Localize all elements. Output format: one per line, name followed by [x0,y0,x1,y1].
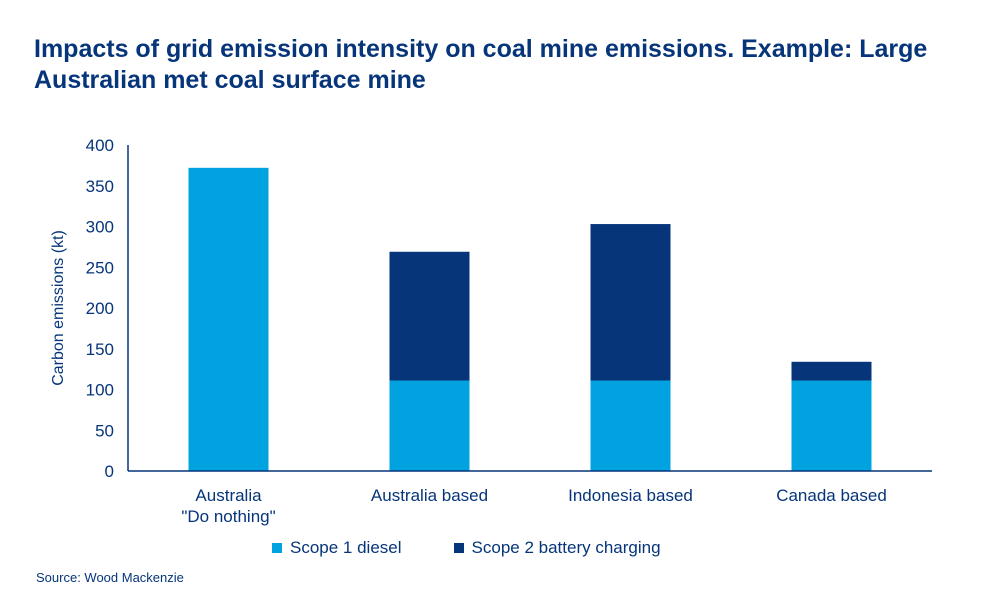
source-note: Source: Wood Mackenzie [36,570,184,585]
bar-segment-scope1 [188,167,269,471]
y-tick-label: 200 [86,299,114,318]
bar-segment-scope2 [791,361,872,381]
y-tick-label: 250 [86,258,114,277]
legend: Scope 1 diesel Scope 2 battery charging [272,538,661,558]
x-tick-label: Canada based [776,486,887,505]
bar-segment-scope2 [389,251,470,381]
chart-title: Impacts of grid emission intensity on co… [34,35,928,94]
y-tick-label: 400 [86,136,114,155]
x-tick-label: Indonesia based [568,486,693,505]
x-tick-label: Australia [195,486,262,505]
y-tick-label: 100 [86,381,114,400]
bar-segment-scope2 [590,224,671,381]
bar-segment-scope1 [791,380,872,471]
bar-segment-scope1 [389,380,470,471]
y-tick-label: 0 [105,462,114,481]
legend-swatch-scope1 [272,543,282,553]
y-tick-label: 350 [86,177,114,196]
y-tick-label: 300 [86,218,114,237]
legend-swatch-scope2 [453,543,464,553]
x-tick-label: "Do nothing" [181,507,275,526]
x-tick-label: Australia based [371,486,488,505]
bar-segment-scope1 [590,380,671,471]
legend-item-scope2: Scope 2 battery charging [453,538,661,558]
y-axis-label: Carbon emissions (kt) [50,230,67,386]
legend-label-scope2: Scope 2 battery charging [471,538,661,557]
legend-label-scope1: Scope 1 diesel [290,538,402,557]
y-tick-label: 150 [86,340,114,359]
legend-item-scope1: Scope 1 diesel [272,538,402,558]
y-tick-label: 50 [95,421,114,440]
